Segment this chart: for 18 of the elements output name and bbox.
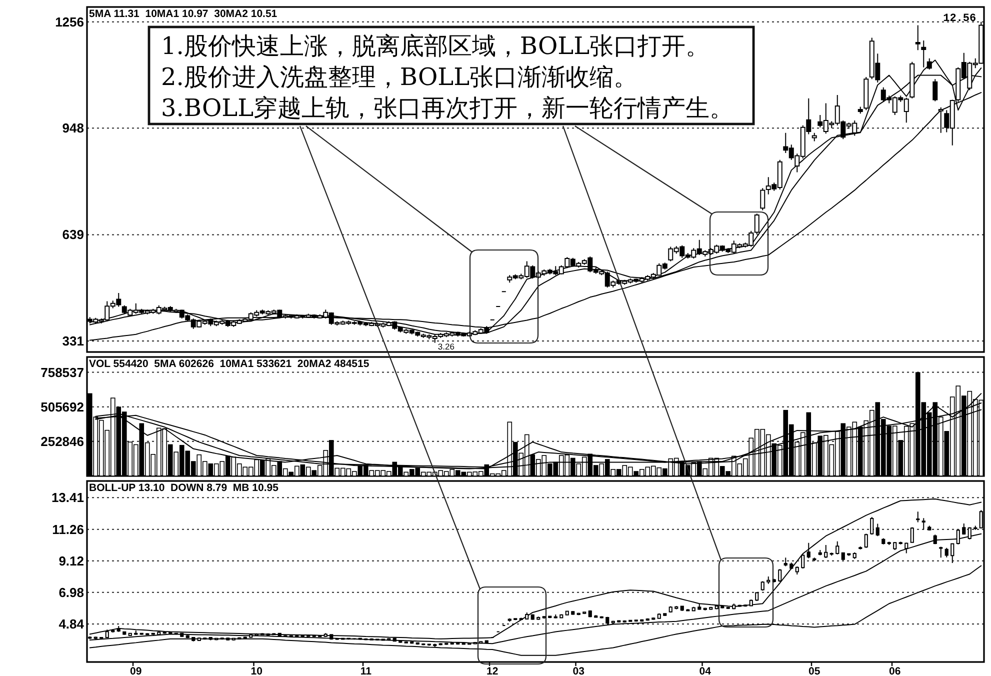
annotation: 3.26 bbox=[438, 342, 455, 352]
y-tick-label: 11.26 bbox=[52, 522, 84, 537]
annotation: 2.股价进入洗盘整理，BOLL张口渐渐收缩。 bbox=[161, 63, 638, 91]
annotation: 1.股价快速上涨，脱离底部区域，BOLL张口打开。 bbox=[161, 32, 710, 60]
x-tick-label: 12 bbox=[486, 666, 498, 676]
annotation: 3.BOLL穿越上轨，张口再次打开，新一轮行情产生。 bbox=[161, 94, 734, 122]
x-tick-label: 05 bbox=[808, 666, 820, 676]
x-tick-label: 03 bbox=[572, 666, 585, 676]
y-tick-label: 6.98 bbox=[58, 584, 84, 600]
x-tick-label: 11 bbox=[360, 666, 372, 676]
x-tick-label: 09 bbox=[130, 666, 142, 676]
x-tick-label: 06 bbox=[889, 666, 901, 676]
annotation: 12.56 bbox=[943, 12, 976, 25]
y-tick-label: 13.41 bbox=[51, 490, 84, 506]
y-tick-label: 4.84 bbox=[58, 616, 85, 632]
x-tick-label: 04 bbox=[699, 666, 712, 676]
y-tick-label: 9.12 bbox=[58, 553, 84, 568]
x-tick-label: 10 bbox=[250, 666, 263, 676]
